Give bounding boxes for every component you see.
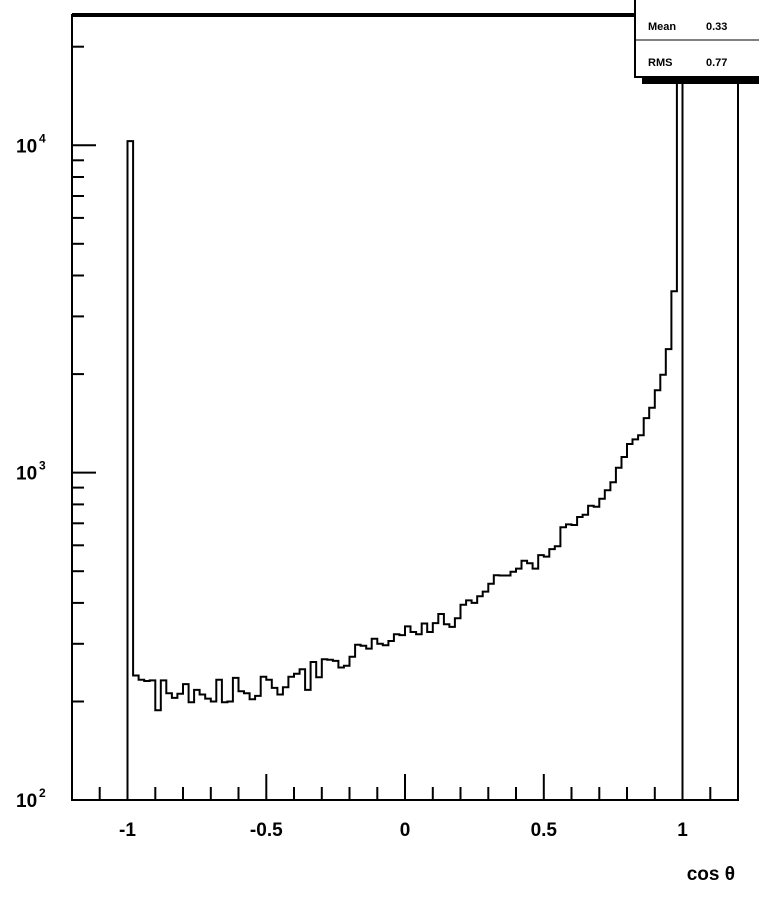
x-tick-label: -0.5	[250, 820, 283, 841]
stats-rms-value: 0.77	[706, 57, 727, 69]
x-tick-label: -1	[119, 820, 136, 841]
y-tick-exponent: 4	[39, 131, 46, 145]
stats-box-panel	[634, 0, 759, 78]
y-tick-label: 10 2	[16, 786, 46, 812]
x-tick-label: 1	[677, 820, 688, 841]
histogram-outline	[126, 79, 684, 800]
y-tick-label: 10 4	[16, 131, 46, 157]
x-tick-label: 0.5	[531, 820, 558, 841]
y-tick-exponent: 2	[39, 786, 46, 800]
y-tick-base: 10	[16, 464, 37, 485]
y-tick-base: 10	[16, 791, 37, 812]
y-tick-exponent: 3	[39, 459, 46, 473]
y-tick-label: 10 3	[16, 459, 46, 485]
stats-box: Mean 0.33 RMS 0.77	[634, 0, 759, 84]
stats-mean-label: Mean	[648, 21, 676, 33]
stats-mean-value: 0.33	[706, 21, 727, 33]
x-tick-label: 0	[400, 820, 411, 841]
x-axis-title: cos θ	[687, 864, 735, 885]
stats-rms-label: RMS	[648, 57, 672, 69]
y-tick-base: 10	[16, 136, 37, 157]
